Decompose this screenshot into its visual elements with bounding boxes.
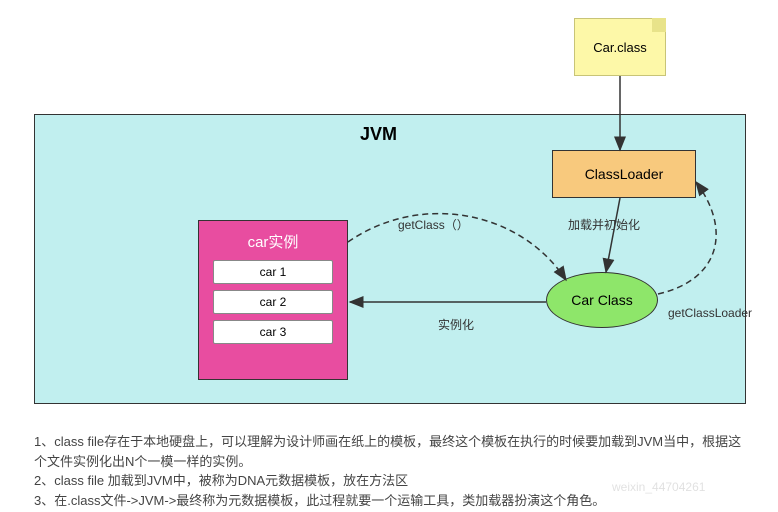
classloader-label: ClassLoader	[585, 166, 664, 182]
explanation-notes: 1、class file存在于本地硬盘上，可以理解为设计师画在纸上的模板，最终这…	[34, 432, 754, 510]
car-class-label: Car Class	[571, 292, 632, 308]
car-item: car 3	[213, 320, 333, 344]
watermark: weixin_44704261	[612, 480, 705, 494]
jvm-title: JVM	[360, 124, 397, 145]
label-getclassloader: getClassLoader	[668, 306, 752, 320]
label-instantiate: 实例化	[438, 316, 474, 333]
car-class-file-note: Car.class	[574, 18, 666, 76]
car-instance-box: car实例 car 1 car 2 car 3	[198, 220, 348, 380]
label-getclass: getClass（）	[398, 216, 469, 233]
classloader-box: ClassLoader	[552, 150, 696, 198]
car-class-node: Car Class	[546, 272, 658, 328]
car-instance-title: car实例	[199, 231, 347, 252]
file-note-label: Car.class	[593, 40, 646, 55]
car-item: car 2	[213, 290, 333, 314]
note-line: 1、class file存在于本地硬盘上，可以理解为设计师画在纸上的模板，最终这…	[34, 432, 754, 471]
label-load-init: 加载并初始化	[568, 216, 640, 233]
car-item: car 1	[213, 260, 333, 284]
